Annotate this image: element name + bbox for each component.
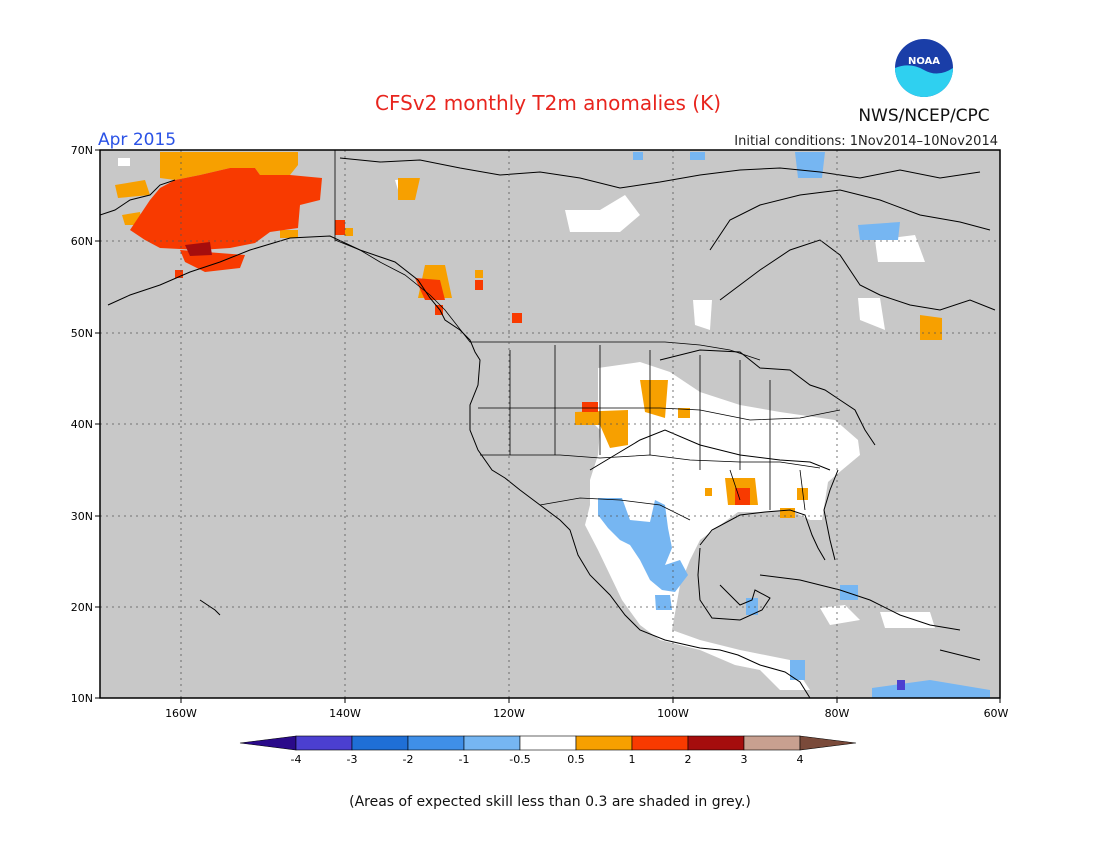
colorbar-tick-label: -0.5 <box>509 753 530 766</box>
strong-warm-anomaly-areas <box>130 168 750 505</box>
lat-label: 30N <box>71 510 93 523</box>
colorbar <box>239 735 857 751</box>
initial-conditions: Initial conditions: 1Nov2014–10Nov2014 <box>734 134 998 149</box>
colorbar-bin <box>687 735 745 751</box>
colorbar-bin <box>575 735 633 751</box>
lat-label: 10N <box>71 692 93 705</box>
lon-label: 80W <box>825 707 850 720</box>
graticule <box>100 150 1000 698</box>
agency-label: NWS/NCEP/CPC <box>858 106 989 126</box>
colorbar-tick-label: -1 <box>459 753 470 766</box>
lat-label: 50N <box>71 327 93 340</box>
colorbar-bin <box>743 735 801 751</box>
political-boundaries <box>334 150 841 521</box>
colorbar-tick-label: 3 <box>741 753 748 766</box>
lon-label: 60W <box>984 707 1009 720</box>
lat-label: 60N <box>71 235 93 248</box>
colorbar-tick-label: 2 <box>685 753 692 766</box>
longitude-axis <box>180 698 1001 703</box>
colorbar-arrow-high <box>799 735 857 751</box>
near-normal-areas <box>118 158 935 690</box>
longitude-labels: 160W 140W 120W 100W 80W 60W <box>165 707 1008 720</box>
lon-label: 100W <box>657 707 689 720</box>
noaa-logo: NOAA <box>895 39 953 97</box>
logo-lettering: NOAA <box>908 56 940 67</box>
strong-cold-anomaly-areas <box>897 680 905 690</box>
latitude-axis <box>95 149 100 699</box>
latitude-labels: 70N 60N 50N 40N 30N 20N 10N <box>71 144 93 705</box>
colorbar-tick-label: 4 <box>797 753 804 766</box>
colorbar-bin <box>463 735 521 751</box>
map-area <box>100 150 1000 698</box>
colorbar-labels: -4 -3 -2 -1 -0.5 0.5 1 2 3 4 <box>291 753 804 766</box>
colorbar-bin <box>519 735 577 751</box>
lon-label: 160W <box>165 707 197 720</box>
colorbar-bin <box>407 735 465 751</box>
colorbar-bin <box>631 735 689 751</box>
colorbar-tick-label: 0.5 <box>567 753 585 766</box>
colorbar-arrow-low <box>239 735 297 751</box>
lat-label: 20N <box>71 601 93 614</box>
extreme-warm-anomaly-areas <box>185 242 212 256</box>
colorbar-tick-label: 1 <box>629 753 636 766</box>
skill-footnote: (Areas of expected skill less than 0.3 a… <box>349 794 751 810</box>
figure-title: CFSv2 monthly T2m anomalies (K) <box>375 91 721 115</box>
lon-label: 120W <box>493 707 525 720</box>
lat-label: 70N <box>71 144 93 157</box>
colorbar-bin <box>351 735 409 751</box>
lat-label: 40N <box>71 418 93 431</box>
colorbar-tick-label: -3 <box>347 753 358 766</box>
colorbar-bin <box>295 735 353 751</box>
colorbar-tick-label: -2 <box>403 753 414 766</box>
lon-label: 140W <box>329 707 361 720</box>
valid-month: Apr 2015 <box>98 130 176 150</box>
colorbar-tick-label: -4 <box>291 753 302 766</box>
